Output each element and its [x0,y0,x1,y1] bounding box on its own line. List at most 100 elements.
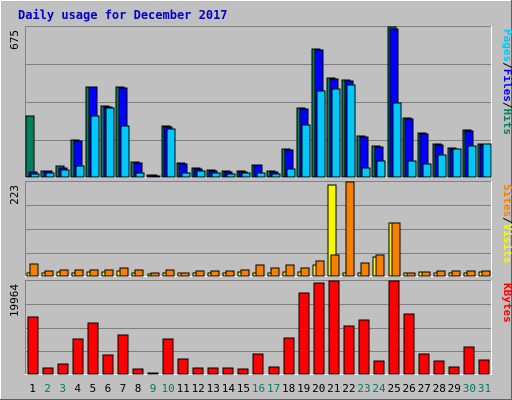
bar-sites [225,270,235,277]
bar-pages [286,168,296,178]
bar-sites [300,267,310,277]
bar-sites [210,270,220,277]
x-axis-labels: 1 2 3 4 5 6 7 8 9 10 11 12 13 14 15 16 17 18 19 20 21 22 23 24 2… [29,382,491,395]
bar-pages [226,173,236,178]
bar-kbytes [147,372,159,375]
bar-kbytes [403,313,415,375]
legend-entry: Pages [501,29,512,62]
bar-sites [345,181,355,277]
bar-sites [104,269,114,277]
panel-kbytes: 19964 KBytes [8,280,512,375]
bar-sites [150,272,160,277]
bar-kbytes [388,280,400,375]
bar-pages [392,102,402,178]
bar-pages [151,175,161,178]
x-tick-label: 23 [357,382,370,395]
x-tick-label: 3 [59,382,66,395]
bar-kbytes [57,363,69,375]
bar-kbytes [283,337,295,375]
bar-kbytes [207,367,219,375]
bar-sites [89,269,99,277]
bar-pages [196,170,206,178]
bar-sites [195,270,205,277]
x-tick-label: 9 [150,382,157,395]
bar-pages [301,124,311,178]
legend-entry: Hits [501,109,512,136]
bar-pages [452,148,462,178]
bar-sites [285,264,295,277]
x-tick-label: 12 [192,382,205,395]
bar-kbytes [463,346,475,375]
x-tick-label: 5 [89,382,96,395]
bar-pages [331,88,341,178]
bar-kbytes [358,319,370,375]
bar-sites [134,269,144,277]
bar-sites [165,269,175,277]
legend-entry: Visits [501,224,512,264]
x-tick-label: 26 [402,382,415,395]
x-tick-label: 7 [120,382,127,395]
x-tick-label: 28 [433,382,446,395]
bar-kbytes [132,368,144,375]
bar-kbytes [222,367,234,375]
bar-kbytes [373,360,385,375]
bar-sites [180,272,190,277]
bar-kbytes [298,292,310,375]
bar-sites [255,264,265,277]
bar-pages [45,172,55,178]
legend-entry: KBytes [501,283,512,323]
bar-sites [119,267,129,277]
x-tick-label: 22 [342,382,355,395]
bar-kbytes [72,338,84,375]
bar-kbytes [87,322,99,375]
bar-kbytes [27,316,39,375]
bar-kbytes [313,282,325,375]
bar-kbytes [343,325,355,375]
bar-sites [315,260,325,277]
bar-pages [181,172,191,178]
bar-sites [240,269,250,277]
bar-sites [74,269,84,277]
bar-sites [451,270,461,277]
bar-sites [375,254,385,277]
x-tick-label: 17 [267,382,280,395]
bar-pages [256,172,266,178]
bar-pages [407,160,417,178]
x-tick-label: 10 [161,382,174,395]
legend-entry: / [501,217,512,224]
bar-kbytes [268,366,280,375]
x-tick-label: 14 [222,382,236,395]
x-tick-label: 18 [282,382,295,395]
x-tick-label: 20 [312,382,325,395]
legend-entry: Sites [501,184,512,217]
bar-pages [376,160,386,178]
bar-kbytes [433,360,445,375]
bar-pages [467,145,477,178]
bar-pages [211,172,221,178]
x-tick-label: 4 [74,382,81,395]
x-tick-label: 27 [418,382,431,395]
bar-pages [30,173,40,178]
x-tick-label: 16 [252,382,265,395]
bar-sites [360,262,370,277]
legend-entry: Files [501,69,512,102]
x-tick-label: 24 [372,382,386,395]
bar-sites [59,269,69,277]
bar-pages [60,169,70,178]
bar-pages [482,143,492,178]
chart-title: Daily usage for December 2017 [18,8,228,22]
bar-kbytes [192,367,204,375]
panel-legend: KBytes [501,283,512,323]
bar-pages [75,165,85,178]
bar-pages [120,125,130,178]
bar-sites [44,270,54,277]
bar-pages [271,173,281,178]
panel-legend: Pages/Files/Hits [501,29,512,135]
bar-sites [391,222,401,277]
y-max-label: 223 [8,185,21,205]
bar-sites [436,270,446,277]
